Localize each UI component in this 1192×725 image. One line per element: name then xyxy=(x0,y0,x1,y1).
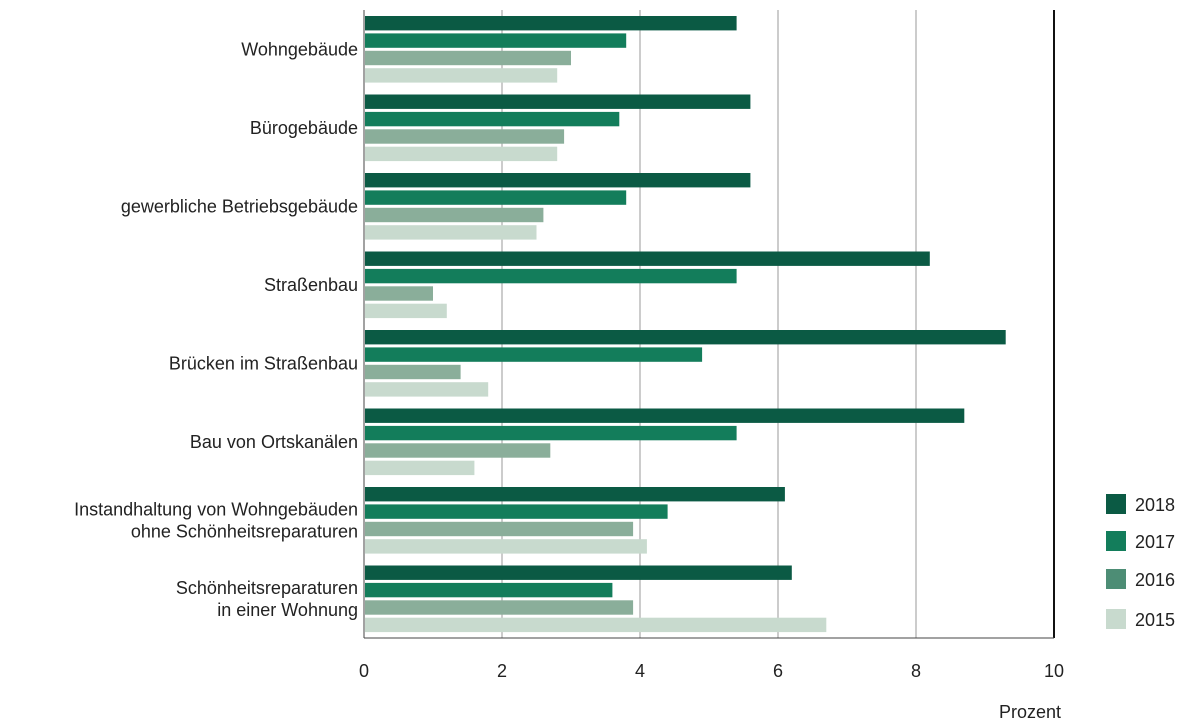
bar-2016 xyxy=(365,50,571,66)
category-label: Bau von Ortskanälen xyxy=(190,432,358,452)
legend-label: 2015 xyxy=(1135,610,1175,630)
category-label: Wohngebäude xyxy=(241,39,358,59)
category-label: ohne Schönheitsreparaturen xyxy=(131,521,358,541)
bar-2017 xyxy=(365,347,703,362)
legend-swatch-2015 xyxy=(1106,609,1126,629)
x-axis: 0 2 4 6 8 10 xyxy=(359,10,1064,681)
category-label: Brücken im Straßenbau xyxy=(169,353,358,373)
bar-2015 xyxy=(365,539,647,554)
legend-swatch-2018 xyxy=(1106,494,1126,514)
category-labels: Wohngebäude Bürogebäude gewerbliche Betrie… xyxy=(74,39,358,620)
category-label: Straßenbau xyxy=(264,275,358,295)
x-tick-label: 4 xyxy=(635,661,645,681)
bar-2016 xyxy=(365,443,551,458)
category-label: in einer Wohnung xyxy=(217,600,358,620)
legend-swatch-2016 xyxy=(1106,569,1126,589)
bar-2015 xyxy=(365,225,537,240)
bar-2015 xyxy=(365,303,447,319)
legend-label: 2017 xyxy=(1135,532,1175,552)
legend-label: 2018 xyxy=(1135,495,1175,515)
bar-2017 xyxy=(365,33,627,48)
legend-swatch-2017 xyxy=(1106,531,1126,551)
bar-2017 xyxy=(365,268,737,284)
bar-2016 xyxy=(365,286,433,301)
bar-2018 xyxy=(365,251,930,266)
legend-label: 2016 xyxy=(1135,570,1175,590)
bar-2017 xyxy=(365,504,668,519)
bar-2016 xyxy=(365,600,634,615)
bar-2015 xyxy=(365,460,475,476)
bar-2016 xyxy=(365,207,544,223)
bar-2018 xyxy=(365,16,737,31)
bar-2016 xyxy=(365,129,565,144)
bar-2017 xyxy=(365,111,620,127)
bar-2018 xyxy=(365,408,965,423)
x-tick-label: 0 xyxy=(359,661,369,681)
bar-2016 xyxy=(365,521,634,537)
x-tick-label: 10 xyxy=(1044,661,1064,681)
bar-2018 xyxy=(365,94,751,109)
x-axis-label: Prozent xyxy=(999,702,1061,722)
category-label: Instandhaltung von Wohngebäuden xyxy=(74,499,358,519)
bar-2015 xyxy=(365,146,558,162)
bar-2015 xyxy=(365,68,558,83)
bar-2015 xyxy=(365,617,827,633)
category-label: gewerbliche Betriebsgebäude xyxy=(121,196,358,216)
x-tick-label: 2 xyxy=(497,661,507,681)
bars xyxy=(365,16,1006,633)
bar-2018 xyxy=(365,330,1006,345)
bar-2015 xyxy=(365,382,489,397)
bar-2016 xyxy=(365,364,461,380)
bar-2018 xyxy=(365,565,792,580)
bar-2018 xyxy=(365,487,785,502)
bar-2017 xyxy=(365,190,627,205)
bar-2018 xyxy=(365,173,751,188)
category-label: Schönheitsreparaturen xyxy=(176,578,358,598)
bar-2017 xyxy=(365,425,737,441)
legend: 2018 2017 2016 2015 xyxy=(1106,494,1175,630)
x-tick-label: 6 xyxy=(773,661,783,681)
x-tick-label: 8 xyxy=(911,661,921,681)
bar-2017 xyxy=(365,582,613,598)
category-label: Bürogebäude xyxy=(250,118,358,138)
